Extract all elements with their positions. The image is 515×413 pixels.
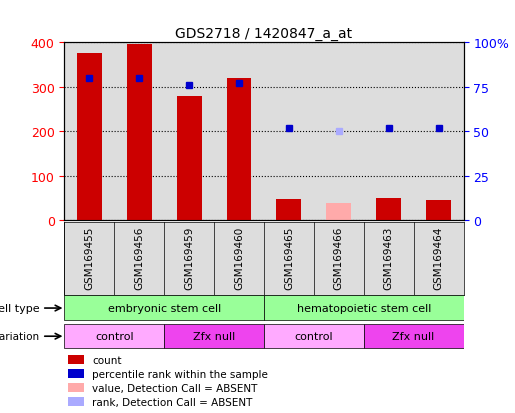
Bar — [164, 324, 264, 349]
Text: Zfx null: Zfx null — [193, 331, 235, 342]
Bar — [64, 296, 264, 320]
Bar — [277, 199, 301, 221]
Text: control: control — [295, 331, 333, 342]
Text: GSM169456: GSM169456 — [134, 226, 144, 290]
Text: GSM169466: GSM169466 — [334, 226, 344, 290]
Text: embryonic stem cell: embryonic stem cell — [108, 303, 221, 313]
Text: percentile rank within the sample: percentile rank within the sample — [92, 369, 268, 379]
Text: GSM169455: GSM169455 — [84, 226, 94, 290]
Bar — [68, 397, 84, 406]
Text: control: control — [95, 331, 133, 342]
Text: rank, Detection Call = ABSENT: rank, Detection Call = ABSENT — [92, 397, 253, 407]
Bar — [264, 324, 364, 349]
Text: GSM169464: GSM169464 — [434, 226, 443, 290]
Text: GSM169463: GSM169463 — [384, 226, 393, 290]
Bar — [177, 97, 201, 221]
Bar — [327, 204, 351, 221]
Text: GSM169460: GSM169460 — [234, 226, 244, 290]
Title: GDS2718 / 1420847_a_at: GDS2718 / 1420847_a_at — [176, 26, 352, 40]
Bar — [64, 324, 164, 349]
Bar — [376, 198, 401, 221]
Bar — [68, 370, 84, 378]
Bar — [68, 384, 84, 392]
Bar — [364, 324, 464, 349]
Text: Zfx null: Zfx null — [392, 331, 435, 342]
Text: cell type: cell type — [0, 303, 40, 313]
Bar — [227, 78, 251, 221]
Bar — [68, 356, 84, 365]
Bar — [127, 45, 152, 221]
Bar — [77, 54, 102, 221]
Text: count: count — [92, 355, 122, 365]
Text: hematopoietic stem cell: hematopoietic stem cell — [297, 303, 431, 313]
Text: GSM169459: GSM169459 — [184, 226, 194, 290]
Text: GSM169465: GSM169465 — [284, 226, 294, 290]
Bar — [264, 296, 464, 320]
Text: value, Detection Call = ABSENT: value, Detection Call = ABSENT — [92, 383, 258, 393]
Bar — [426, 201, 451, 221]
Text: genotype/variation: genotype/variation — [0, 331, 40, 342]
